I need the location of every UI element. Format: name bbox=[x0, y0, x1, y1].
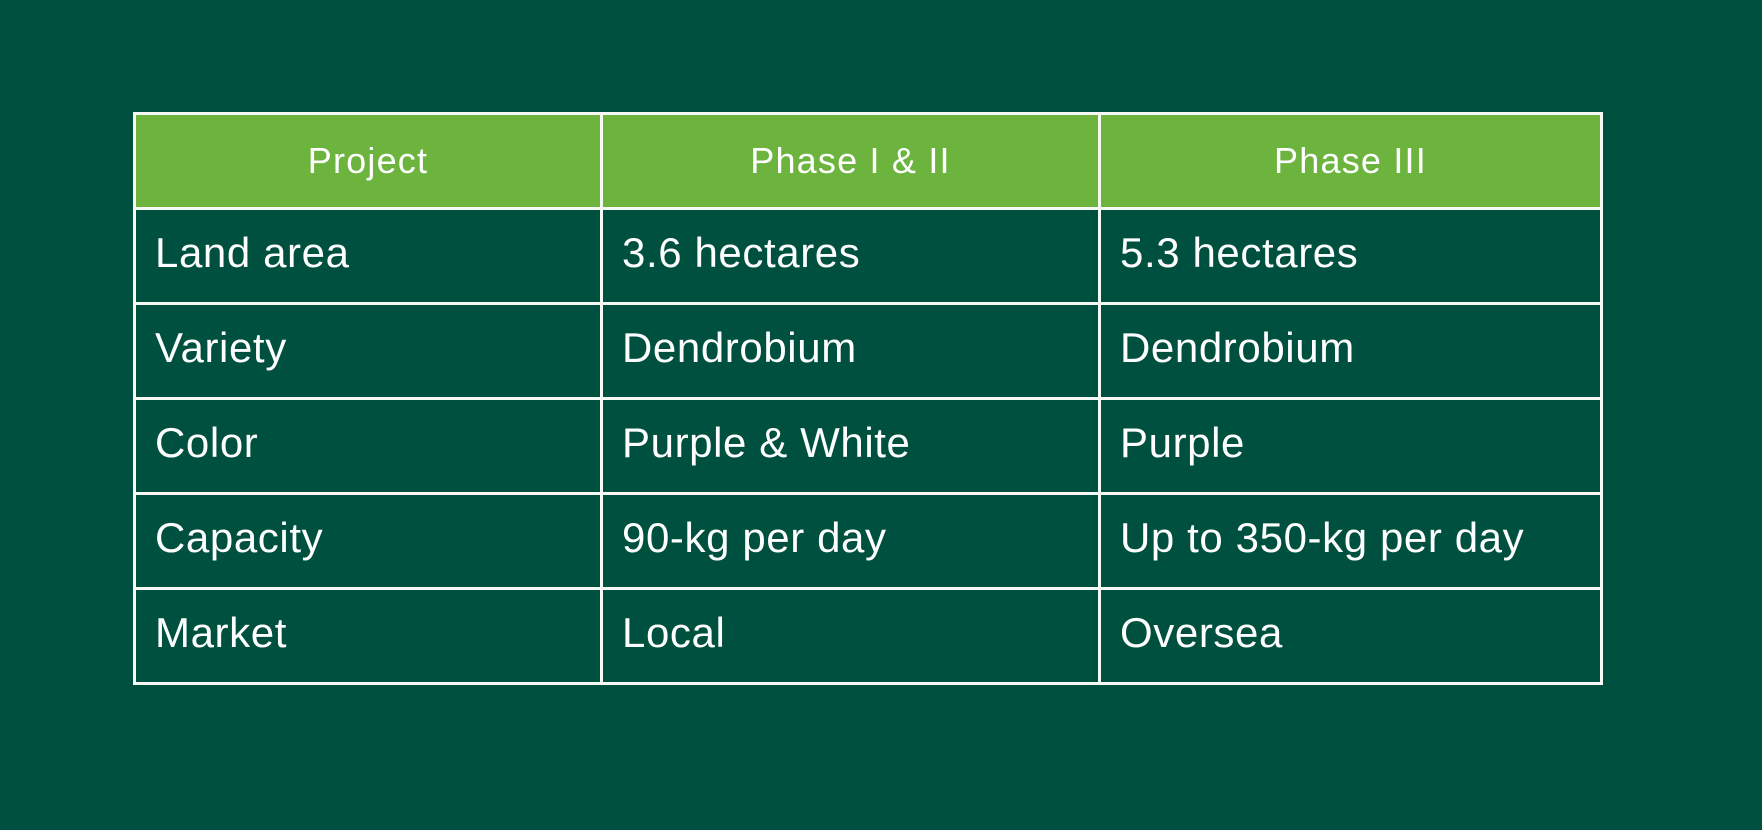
row-label: Land area bbox=[133, 207, 603, 305]
row-label: Market bbox=[133, 587, 603, 685]
cell-value: 3.6 hectares bbox=[600, 207, 1101, 305]
cell-value: Purple & White bbox=[600, 397, 1101, 495]
cell-value: Up to 350-kg per day bbox=[1098, 492, 1603, 590]
cell-value: Dendrobium bbox=[1098, 302, 1603, 400]
header-cell-phase-3: Phase III bbox=[1098, 112, 1603, 210]
header-cell-phase-1-2: Phase I & II bbox=[600, 112, 1101, 210]
cell-value: Dendrobium bbox=[600, 302, 1101, 400]
row-label: Variety bbox=[133, 302, 603, 400]
cell-value: 5.3 hectares bbox=[1098, 207, 1603, 305]
project-phases-table: Project Phase I & II Phase III Land area… bbox=[133, 112, 1603, 685]
header-cell-project: Project bbox=[133, 112, 603, 210]
table-row-land-area: Land area 3.6 hectares 5.3 hectares bbox=[133, 207, 1603, 305]
row-label: Color bbox=[133, 397, 603, 495]
table-row-variety: Variety Dendrobium Dendrobium bbox=[133, 302, 1603, 400]
cell-value: 90-kg per day bbox=[600, 492, 1101, 590]
cell-value: Local bbox=[600, 587, 1101, 685]
row-label: Capacity bbox=[133, 492, 603, 590]
table-row-color: Color Purple & White Purple bbox=[133, 397, 1603, 495]
cell-value: Purple bbox=[1098, 397, 1603, 495]
cell-value: Oversea bbox=[1098, 587, 1603, 685]
table-row-capacity: Capacity 90-kg per day Up to 350-kg per … bbox=[133, 492, 1603, 590]
table-header-row: Project Phase I & II Phase III bbox=[133, 112, 1603, 210]
table-row-market: Market Local Oversea bbox=[133, 587, 1603, 685]
